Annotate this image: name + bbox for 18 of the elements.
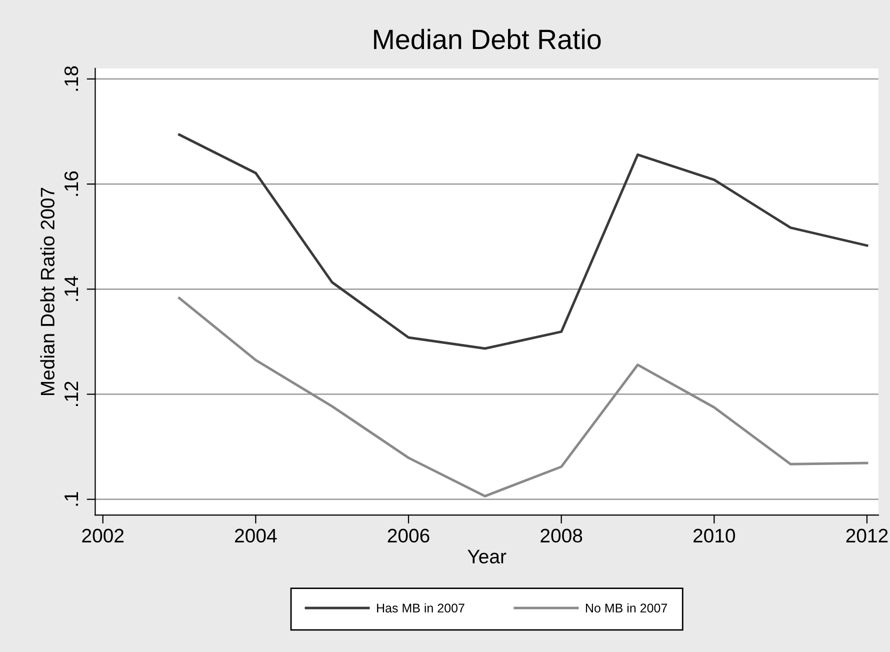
- y-tick-label: .18: [64, 66, 78, 91]
- y-tick-label: .14: [64, 276, 78, 301]
- x-tick-label: 2012: [846, 528, 888, 543]
- line-series: [178, 133, 868, 350]
- legend-label: No MB in 2007: [586, 603, 668, 613]
- legend-label: Has MB in 2007: [377, 603, 464, 613]
- y-axis-title: Median Debt Ratio 2007: [40, 188, 55, 396]
- x-tick-label: 2010: [694, 528, 736, 543]
- line-series: [178, 296, 868, 498]
- y-tick-label: .16: [64, 171, 78, 196]
- x-tick-label: 2002: [82, 528, 124, 543]
- x-axis-title: Year: [468, 550, 506, 564]
- y-tick-label: .12: [64, 382, 78, 406]
- chart-title: Median Debt Ratio: [374, 28, 601, 50]
- y-tick-label: .1: [64, 492, 78, 506]
- x-tick-label: 2008: [540, 528, 582, 543]
- x-tick-label: 2004: [235, 528, 277, 543]
- x-tick-label: 2006: [388, 528, 430, 543]
